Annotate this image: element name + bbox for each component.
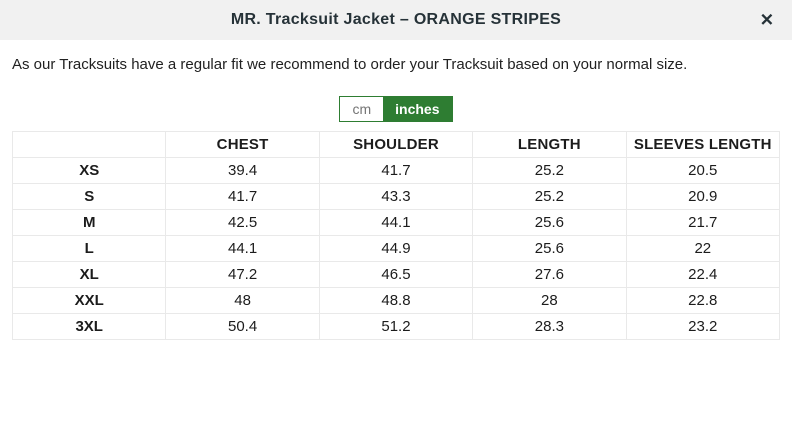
table-row: M 42.5 44.1 25.6 21.7 <box>11 208 781 236</box>
size-cell: L <box>11 234 167 262</box>
unit-toggle: cm inches <box>339 95 453 122</box>
table-header-row: CHEST SHOULDER LENGTH SLEEVES LENGTH <box>11 130 781 158</box>
shoulder-cell: 44.1 <box>318 208 474 236</box>
table-row: XS 39.4 41.7 25.2 20.5 <box>11 156 781 184</box>
length-cell: 25.2 <box>472 156 627 184</box>
sleeves-cell: 22.8 <box>625 286 781 314</box>
shoulder-cell: 51.2 <box>318 312 474 340</box>
size-cell: XL <box>11 260 167 288</box>
length-cell: 27.6 <box>472 260 627 288</box>
size-cell: S <box>11 182 167 210</box>
unit-cm-button[interactable]: cm <box>340 96 384 121</box>
modal-header: MR. Tracksuit Jacket – ORANGE STRIPES ✕ <box>0 0 792 40</box>
column-header-chest: CHEST <box>165 130 320 158</box>
table-row: 3XL 50.4 51.2 28.3 23.2 <box>11 312 781 340</box>
sleeves-cell: 22.4 <box>625 260 781 288</box>
sleeves-cell: 20.5 <box>625 156 781 184</box>
size-chart-table: CHEST SHOULDER LENGTH SLEEVES LENGTH XS … <box>11 130 781 340</box>
fit-recommendation-text: As our Tracksuits have a regular fit we … <box>12 56 688 73</box>
chest-cell: 39.4 <box>165 156 320 184</box>
shoulder-cell: 43.3 <box>318 182 474 210</box>
chest-cell: 48 <box>165 286 320 314</box>
column-header-length: LENGTH <box>472 130 627 158</box>
size-cell: M <box>11 208 167 236</box>
table-row: S 41.7 43.3 25.2 20.9 <box>11 182 781 210</box>
length-cell: 28.3 <box>472 312 627 340</box>
close-icon: ✕ <box>759 10 774 30</box>
size-chart-modal: MR. Tracksuit Jacket – ORANGE STRIPES ✕ … <box>0 0 792 340</box>
length-cell: 25.2 <box>472 182 627 210</box>
chest-cell: 47.2 <box>165 260 320 288</box>
sleeves-cell: 23.2 <box>625 312 781 340</box>
close-button[interactable]: ✕ <box>754 10 780 31</box>
column-header-sleeves-length: SLEEVES LENGTH <box>625 130 781 158</box>
length-cell: 25.6 <box>472 234 627 262</box>
table-row: XL 47.2 46.5 27.6 22.4 <box>11 260 781 288</box>
sleeves-cell: 22 <box>625 234 781 262</box>
sleeves-cell: 21.7 <box>625 208 781 236</box>
unit-inches-button[interactable]: inches <box>383 96 452 121</box>
chest-cell: 44.1 <box>165 234 320 262</box>
table-row: L 44.1 44.9 25.6 22 <box>11 234 781 262</box>
size-cell: XS <box>11 156 167 184</box>
size-cell: XXL <box>11 286 167 314</box>
chest-cell: 41.7 <box>165 182 320 210</box>
shoulder-cell: 44.9 <box>318 234 474 262</box>
shoulder-cell: 48.8 <box>318 286 474 314</box>
chest-cell: 42.5 <box>165 208 320 236</box>
shoulder-cell: 46.5 <box>318 260 474 288</box>
size-cell: 3XL <box>11 312 167 340</box>
column-header-size <box>11 130 167 158</box>
length-cell: 28 <box>472 286 627 314</box>
modal-title: MR. Tracksuit Jacket – ORANGE STRIPES <box>230 11 562 28</box>
sleeves-cell: 20.9 <box>625 182 781 210</box>
shoulder-cell: 41.7 <box>318 156 474 184</box>
column-header-shoulder: SHOULDER <box>318 130 474 158</box>
chest-cell: 50.4 <box>165 312 320 340</box>
table-row: XXL 48 48.8 28 22.8 <box>11 286 781 314</box>
length-cell: 25.6 <box>472 208 627 236</box>
